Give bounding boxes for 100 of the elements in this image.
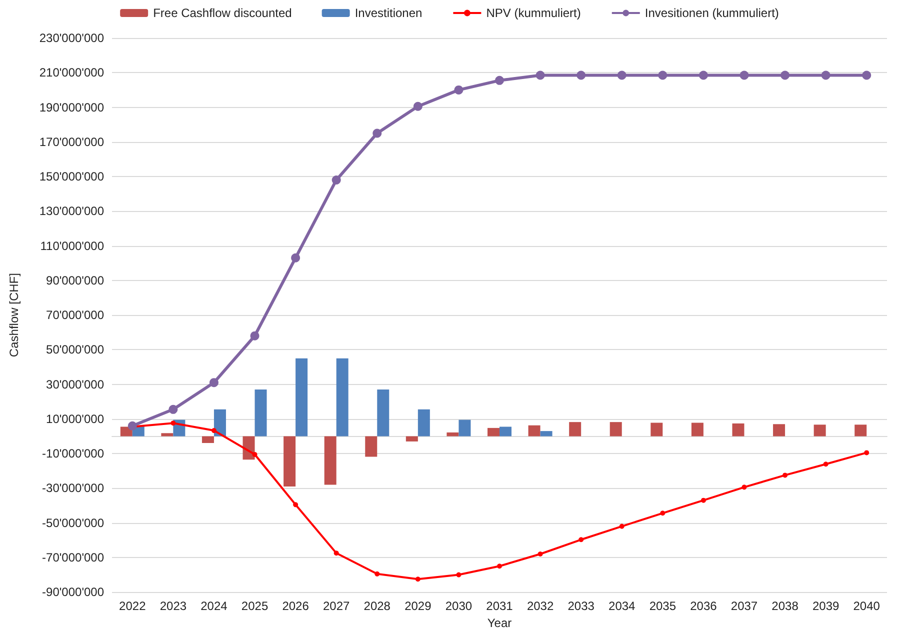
bar [854, 424, 867, 436]
x-tick-label: 2030 [445, 599, 472, 614]
point [372, 128, 382, 138]
point [497, 564, 502, 569]
bar [446, 432, 459, 436]
y-axis-title: Cashflow [CHF] [7, 273, 21, 358]
x-tick-label: 2028 [364, 599, 391, 614]
bar [540, 431, 552, 436]
x-tick-label: 2023 [160, 599, 187, 614]
point [536, 70, 545, 80]
y-tick-label: 110'000'000 [40, 238, 104, 253]
point [698, 70, 708, 80]
bar [569, 422, 582, 436]
bar [296, 358, 308, 436]
y-tick-label: 30'000'000 [46, 377, 104, 392]
bar [377, 390, 390, 436]
point [456, 572, 462, 578]
x-tick-label: 2031 [486, 599, 514, 614]
bar [365, 436, 378, 457]
y-tick-label: -10'000'000 [42, 446, 104, 461]
bar [214, 409, 226, 436]
bar [732, 423, 744, 436]
y-tick-label: 170'000'000 [39, 134, 104, 149]
x-tick-label: 2037 [730, 599, 758, 614]
bar [254, 390, 267, 436]
y-tick-label: 70'000'000 [46, 308, 104, 322]
x-tick-label: 2038 [772, 599, 799, 614]
bar [324, 436, 336, 485]
y-tick-label: -30'000'000 [42, 481, 104, 496]
y-tick-label: 210'000'000 [39, 66, 104, 80]
bar [406, 436, 418, 442]
point [823, 462, 828, 467]
point [660, 510, 666, 516]
y-tick-label: 230'000'000 [39, 31, 104, 45]
bar [336, 358, 348, 436]
point [742, 484, 747, 490]
x-tick-label: 2036 [690, 599, 718, 614]
point [538, 552, 543, 557]
legend-label: NPV (kummuliert) [486, 6, 581, 20]
point [252, 452, 258, 457]
bar [528, 425, 540, 436]
x-tick-label: 2029 [404, 599, 432, 614]
point [454, 85, 464, 94]
point [619, 524, 624, 529]
y-tick-label: 190'000'000 [39, 100, 104, 114]
x-tick-label: 2033 [568, 599, 595, 614]
point [700, 498, 706, 503]
bar [458, 420, 471, 436]
point [415, 576, 420, 582]
point [740, 70, 749, 80]
point [128, 421, 137, 430]
x-tick-label: 2026 [282, 599, 310, 614]
point [211, 428, 216, 434]
bar [418, 409, 430, 436]
point [862, 70, 872, 80]
bar [814, 424, 826, 436]
bar [202, 436, 214, 444]
point [782, 472, 788, 478]
bar [500, 426, 512, 436]
point [658, 70, 668, 80]
y-tick-label: 130'000'000 [39, 204, 104, 218]
y-tick-label: 50'000'000 [46, 342, 104, 357]
x-tick-label: 2027 [322, 599, 350, 614]
y-tick-label: 90'000'000 [46, 273, 104, 288]
y-tick-label: 10'000'000 [46, 412, 104, 426]
x-tick-label: 2025 [241, 599, 268, 614]
x-tick-label: 2024 [200, 599, 228, 614]
x-tick-label: 2032 [526, 599, 554, 614]
legend-label: Invesitionen (kummuliert) [644, 6, 779, 20]
point [578, 537, 584, 542]
x-tick-label: 2034 [608, 599, 636, 614]
point [576, 70, 586, 80]
bar [650, 422, 663, 436]
y-tick-label: -50'000'000 [42, 516, 104, 530]
point [250, 331, 260, 340]
point [170, 420, 176, 426]
point [374, 571, 380, 576]
point [413, 102, 422, 111]
legend-label: Investitionen [354, 6, 422, 20]
point [617, 70, 626, 80]
y-tick-label: -70'000'000 [42, 550, 104, 564]
bar [488, 428, 500, 436]
bar [610, 422, 622, 436]
point [332, 175, 341, 184]
point [293, 502, 298, 508]
x-tick-label: 2022 [119, 599, 146, 614]
point [334, 550, 339, 556]
point [209, 378, 218, 388]
x-tick-label: 2039 [812, 599, 840, 614]
x-tick-label: 2040 [853, 599, 880, 614]
bar [773, 424, 786, 436]
bar [284, 436, 296, 486]
point [291, 253, 300, 262]
point [168, 404, 178, 414]
point [495, 76, 504, 85]
y-tick-label: 150'000'000 [39, 170, 104, 184]
y-tick-label: -90'000'000 [42, 585, 104, 600]
legend-label: Free Cashflow discounted [153, 6, 292, 20]
bar [691, 422, 704, 436]
point [780, 70, 790, 80]
